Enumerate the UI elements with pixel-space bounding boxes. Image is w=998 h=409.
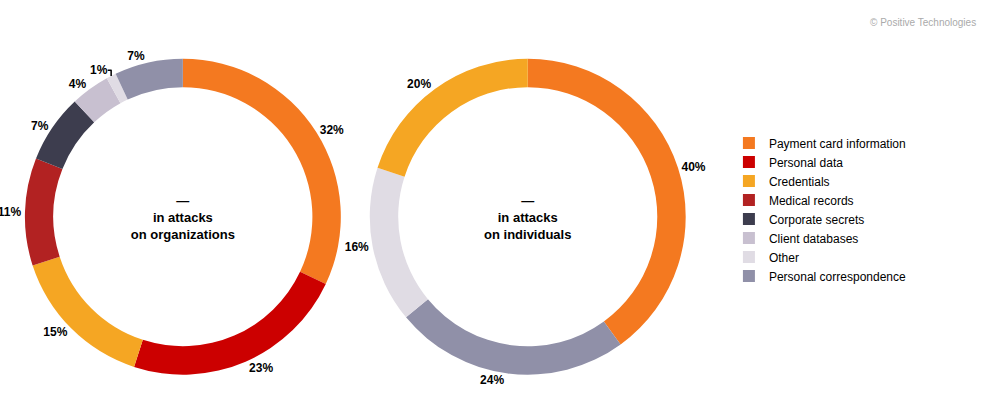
svg-text:20%: 20% [407,77,431,91]
svg-text:11%: 11% [0,205,21,219]
svg-text:Personal correspondence: Personal correspondence [769,270,906,284]
svg-text:40%: 40% [681,160,705,174]
svg-text:—in attackson individuals: —in attackson individuals [484,193,571,242]
svg-text:Other: Other [769,251,799,265]
svg-text:7%: 7% [127,49,145,63]
svg-text:Medical records: Medical records [769,194,854,208]
svg-text:Client databases: Client databases [769,232,858,246]
svg-text:16%: 16% [345,240,369,254]
svg-text:15%: 15% [43,325,67,339]
svg-text:Corporate secrets: Corporate secrets [769,213,864,227]
svg-text:Payment card information: Payment card information [769,137,906,151]
svg-text:24%: 24% [480,373,504,387]
svg-text:7%: 7% [31,119,49,133]
svg-text:32%: 32% [320,123,344,137]
svg-text:Credentials: Credentials [769,175,830,189]
svg-text:4%: 4% [69,77,87,91]
svg-text:—in attackson organizations: —in attackson organizations [131,193,235,242]
svg-text:© Positive Technologies: © Positive Technologies [870,17,976,28]
svg-text:1%: 1% [90,63,108,77]
svg-text:23%: 23% [249,361,273,375]
svg-text:Personal data: Personal data [769,156,843,170]
